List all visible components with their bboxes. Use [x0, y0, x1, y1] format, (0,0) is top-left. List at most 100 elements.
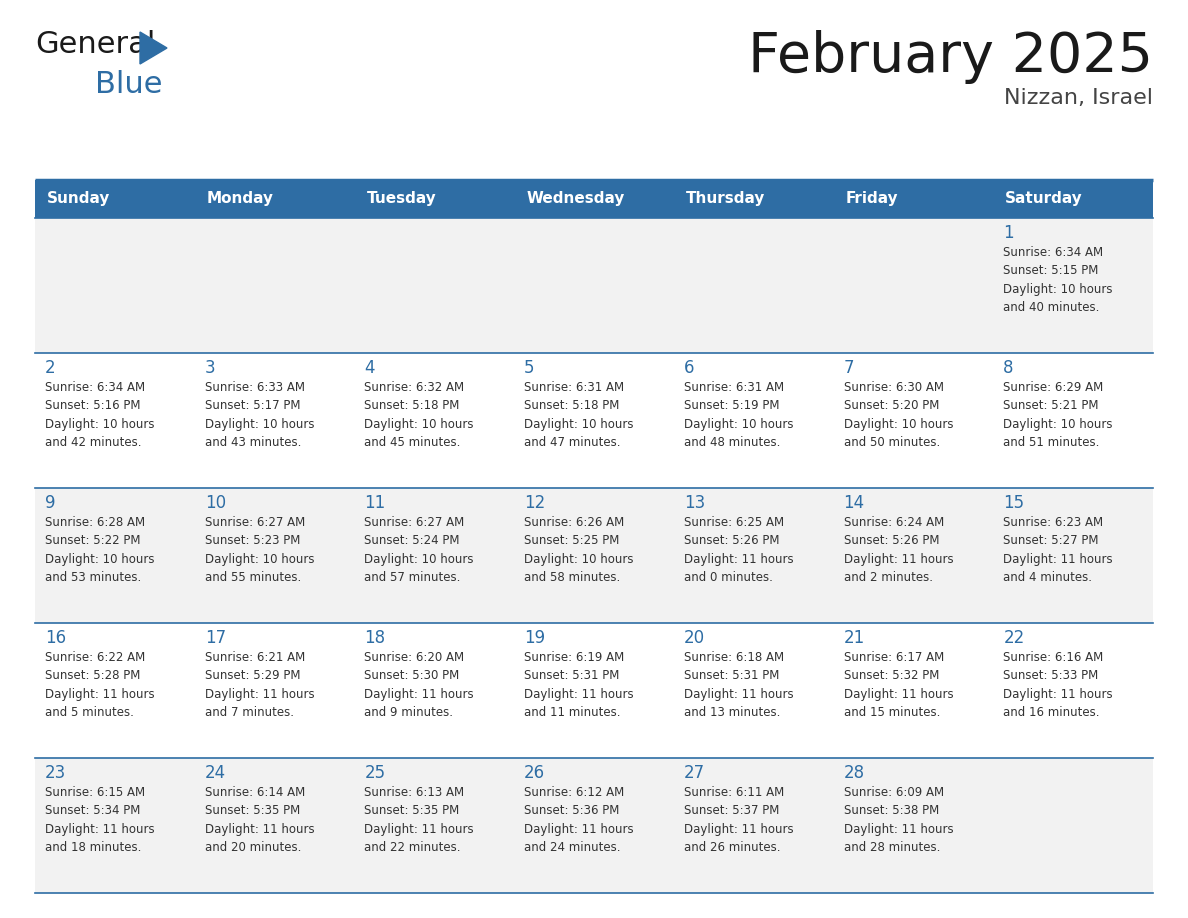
- Text: 24: 24: [204, 764, 226, 782]
- Text: Sunset: 5:26 PM: Sunset: 5:26 PM: [843, 534, 939, 547]
- Text: Sunset: 5:28 PM: Sunset: 5:28 PM: [45, 669, 140, 682]
- Text: Daylight: 11 hours: Daylight: 11 hours: [524, 823, 633, 835]
- Text: 1: 1: [1004, 224, 1013, 242]
- Polygon shape: [140, 32, 168, 64]
- Text: and 58 minutes.: and 58 minutes.: [524, 571, 620, 584]
- Bar: [34, 218, 1154, 353]
- Text: 26: 26: [524, 764, 545, 782]
- Text: Monday: Monday: [207, 192, 273, 207]
- Text: 13: 13: [684, 494, 706, 512]
- Text: 27: 27: [684, 764, 704, 782]
- Text: Sunrise: 6:09 AM: Sunrise: 6:09 AM: [843, 786, 943, 799]
- Text: Daylight: 11 hours: Daylight: 11 hours: [843, 823, 953, 835]
- Text: Sunrise: 6:17 AM: Sunrise: 6:17 AM: [843, 651, 943, 664]
- Text: Daylight: 10 hours: Daylight: 10 hours: [45, 553, 154, 565]
- Text: 15: 15: [1004, 494, 1024, 512]
- Text: Sunrise: 6:11 AM: Sunrise: 6:11 AM: [684, 786, 784, 799]
- Text: Friday: Friday: [846, 192, 898, 207]
- Text: 25: 25: [365, 764, 386, 782]
- Text: Sunset: 5:29 PM: Sunset: 5:29 PM: [204, 669, 301, 682]
- Text: Sunrise: 6:32 AM: Sunrise: 6:32 AM: [365, 381, 465, 394]
- Text: Sunrise: 6:13 AM: Sunrise: 6:13 AM: [365, 786, 465, 799]
- Text: Sunset: 5:37 PM: Sunset: 5:37 PM: [684, 804, 779, 817]
- Text: and 53 minutes.: and 53 minutes.: [45, 571, 141, 584]
- Text: 20: 20: [684, 629, 704, 647]
- Text: Sunrise: 6:31 AM: Sunrise: 6:31 AM: [684, 381, 784, 394]
- Text: Sunset: 5:34 PM: Sunset: 5:34 PM: [45, 804, 140, 817]
- Text: and 22 minutes.: and 22 minutes.: [365, 841, 461, 854]
- Text: and 2 minutes.: and 2 minutes.: [843, 571, 933, 584]
- Text: and 15 minutes.: and 15 minutes.: [843, 706, 940, 719]
- Text: Sunset: 5:22 PM: Sunset: 5:22 PM: [45, 534, 140, 547]
- Text: Daylight: 10 hours: Daylight: 10 hours: [524, 418, 633, 431]
- Text: Sunrise: 6:34 AM: Sunrise: 6:34 AM: [1004, 246, 1104, 259]
- Text: and 57 minutes.: and 57 minutes.: [365, 571, 461, 584]
- Text: Daylight: 11 hours: Daylight: 11 hours: [684, 553, 794, 565]
- Text: Daylight: 10 hours: Daylight: 10 hours: [365, 553, 474, 565]
- Text: Wednesday: Wednesday: [526, 192, 625, 207]
- Text: 2: 2: [45, 359, 56, 377]
- Text: Sunrise: 6:24 AM: Sunrise: 6:24 AM: [843, 516, 943, 529]
- Text: and 13 minutes.: and 13 minutes.: [684, 706, 781, 719]
- Text: and 16 minutes.: and 16 minutes.: [1004, 706, 1100, 719]
- Text: Daylight: 11 hours: Daylight: 11 hours: [45, 823, 154, 835]
- Text: Sunset: 5:18 PM: Sunset: 5:18 PM: [365, 399, 460, 412]
- Text: Nizzan, Israel: Nizzan, Israel: [1004, 88, 1154, 108]
- Text: and 11 minutes.: and 11 minutes.: [524, 706, 620, 719]
- Text: 10: 10: [204, 494, 226, 512]
- Text: Sunset: 5:24 PM: Sunset: 5:24 PM: [365, 534, 460, 547]
- Text: Sunset: 5:35 PM: Sunset: 5:35 PM: [204, 804, 299, 817]
- Text: Sunrise: 6:27 AM: Sunrise: 6:27 AM: [204, 516, 305, 529]
- Text: Sunrise: 6:18 AM: Sunrise: 6:18 AM: [684, 651, 784, 664]
- Text: and 7 minutes.: and 7 minutes.: [204, 706, 293, 719]
- Text: Sunset: 5:35 PM: Sunset: 5:35 PM: [365, 804, 460, 817]
- Text: Daylight: 11 hours: Daylight: 11 hours: [1004, 688, 1113, 700]
- Text: 11: 11: [365, 494, 386, 512]
- Text: Sunrise: 6:16 AM: Sunrise: 6:16 AM: [1004, 651, 1104, 664]
- Text: Sunset: 5:20 PM: Sunset: 5:20 PM: [843, 399, 939, 412]
- Text: Sunset: 5:21 PM: Sunset: 5:21 PM: [1004, 399, 1099, 412]
- Text: Blue: Blue: [95, 70, 163, 99]
- Text: and 20 minutes.: and 20 minutes.: [204, 841, 301, 854]
- Text: 6: 6: [684, 359, 694, 377]
- Text: Sunrise: 6:21 AM: Sunrise: 6:21 AM: [204, 651, 305, 664]
- Text: Sunset: 5:16 PM: Sunset: 5:16 PM: [45, 399, 140, 412]
- Text: Thursday: Thursday: [685, 192, 765, 207]
- Text: Daylight: 10 hours: Daylight: 10 hours: [1004, 418, 1113, 431]
- Text: Sunset: 5:23 PM: Sunset: 5:23 PM: [204, 534, 301, 547]
- Text: Sunrise: 6:23 AM: Sunrise: 6:23 AM: [1004, 516, 1104, 529]
- Text: Daylight: 11 hours: Daylight: 11 hours: [1004, 553, 1113, 565]
- Text: Sunset: 5:18 PM: Sunset: 5:18 PM: [524, 399, 619, 412]
- Text: Sunrise: 6:20 AM: Sunrise: 6:20 AM: [365, 651, 465, 664]
- Text: Daylight: 11 hours: Daylight: 11 hours: [45, 688, 154, 700]
- Text: and 43 minutes.: and 43 minutes.: [204, 436, 301, 449]
- Text: 16: 16: [45, 629, 67, 647]
- Text: 3: 3: [204, 359, 215, 377]
- Text: Sunset: 5:19 PM: Sunset: 5:19 PM: [684, 399, 779, 412]
- Text: 5: 5: [524, 359, 535, 377]
- Bar: [34, 758, 1154, 893]
- Bar: [34, 623, 1154, 758]
- Text: Sunrise: 6:15 AM: Sunrise: 6:15 AM: [45, 786, 145, 799]
- Text: Sunrise: 6:19 AM: Sunrise: 6:19 AM: [524, 651, 625, 664]
- Text: and 50 minutes.: and 50 minutes.: [843, 436, 940, 449]
- Text: Sunrise: 6:28 AM: Sunrise: 6:28 AM: [45, 516, 145, 529]
- Text: Daylight: 11 hours: Daylight: 11 hours: [524, 688, 633, 700]
- Text: Sunrise: 6:31 AM: Sunrise: 6:31 AM: [524, 381, 624, 394]
- Text: Sunrise: 6:33 AM: Sunrise: 6:33 AM: [204, 381, 304, 394]
- Text: Sunrise: 6:27 AM: Sunrise: 6:27 AM: [365, 516, 465, 529]
- Text: Sunset: 5:31 PM: Sunset: 5:31 PM: [524, 669, 619, 682]
- Text: Daylight: 11 hours: Daylight: 11 hours: [684, 823, 794, 835]
- Text: 4: 4: [365, 359, 375, 377]
- Text: Sunset: 5:31 PM: Sunset: 5:31 PM: [684, 669, 779, 682]
- Text: Saturday: Saturday: [1005, 192, 1083, 207]
- Text: and 55 minutes.: and 55 minutes.: [204, 571, 301, 584]
- Text: Sunset: 5:32 PM: Sunset: 5:32 PM: [843, 669, 939, 682]
- Text: Daylight: 11 hours: Daylight: 11 hours: [365, 823, 474, 835]
- Text: and 45 minutes.: and 45 minutes.: [365, 436, 461, 449]
- Text: Daylight: 10 hours: Daylight: 10 hours: [45, 418, 154, 431]
- Text: and 26 minutes.: and 26 minutes.: [684, 841, 781, 854]
- Text: Daylight: 10 hours: Daylight: 10 hours: [204, 418, 314, 431]
- Text: Daylight: 11 hours: Daylight: 11 hours: [843, 553, 953, 565]
- Text: and 40 minutes.: and 40 minutes.: [1004, 301, 1100, 314]
